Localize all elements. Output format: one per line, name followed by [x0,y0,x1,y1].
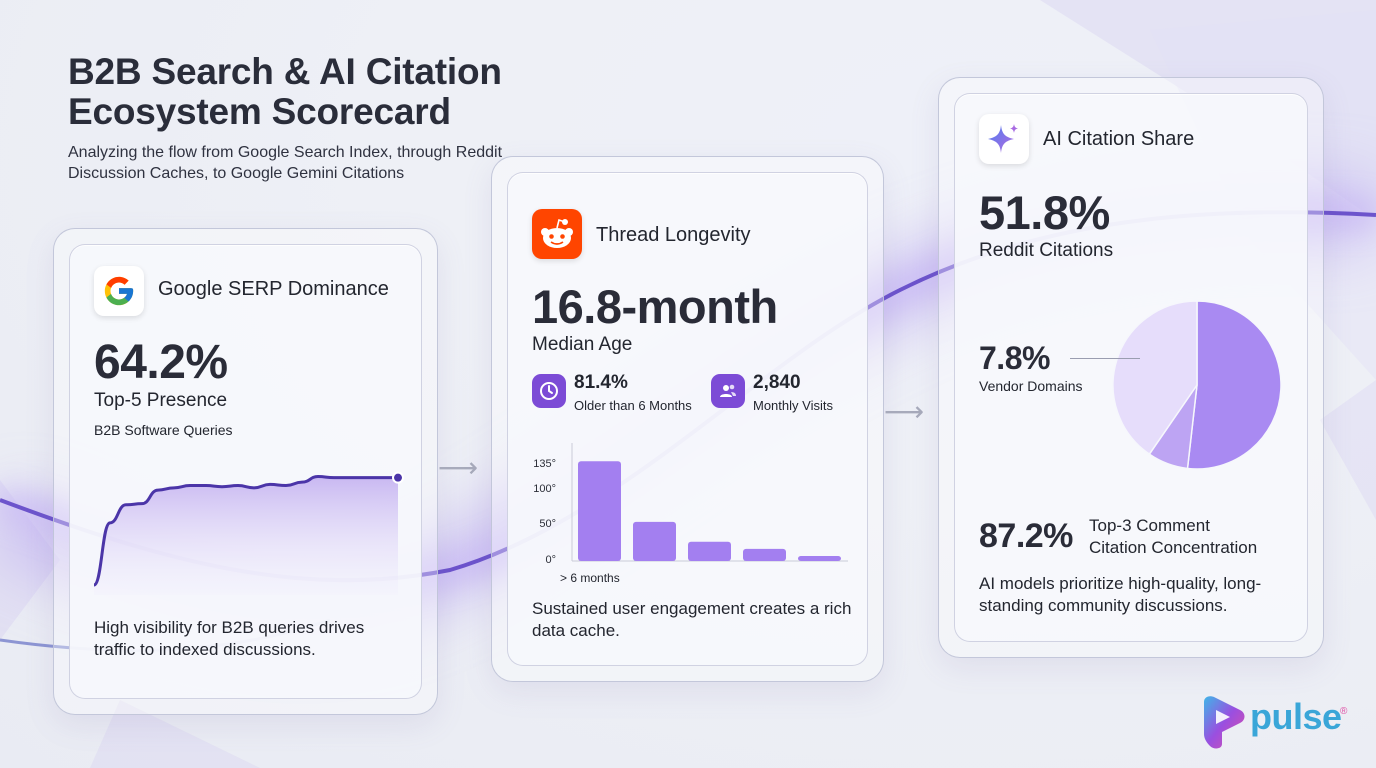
google-logo-icon [94,266,144,316]
bar [798,556,841,561]
area-line [92,475,398,587]
vendor-domains-leader-line [1070,358,1140,359]
ai-citation-description: AI models prioritize high-quality, long-… [979,574,1262,615]
clock-icon [532,374,566,408]
google-serp-value: 64.2% [94,336,228,389]
ai-citation-card-inner: AI Citation Share 51.8% Reddit Citations… [954,93,1308,642]
area-end-point [392,471,404,484]
concentration-label-line1: Top-3 Comment [1089,516,1210,535]
reddit-citations-label: Reddit Citations [979,240,1114,261]
pie-slice-other [1112,300,1198,456]
ai-citation-card: AI Citation Share 51.8% Reddit Citations… [938,77,1324,658]
bar [578,461,621,561]
google-serp-title: Google SERP Dominance [158,278,389,300]
concentration-value: 87.2% [979,517,1073,555]
thread-longevity-description: Sustained user engagement creates a rich… [532,599,852,640]
google-serp-description: High visibility for B2B queries drives t… [94,618,365,659]
thread-longevity-card-inner: Thread Longevity 16.8-month Median Age 8… [507,172,868,666]
page-subtitle: Analyzing the flow from Google Search In… [68,144,503,182]
google-serp-card: Google SERP Dominance 64.2% Top-5 Presen… [53,228,438,715]
bar [743,548,786,561]
pulse-logo-wordmark: pulse [1250,696,1342,737]
google-serp-card-inner: Google SERP Dominance 64.2% Top-5 Presen… [69,244,422,699]
thread-longevity-value: 16.8-month [532,280,778,333]
page-title: B2B Search & AI Citation Ecosystem Score… [68,51,502,132]
area-fill [94,476,398,595]
flow-arrow-right-icon: ⟶ [884,396,925,427]
bar [688,541,731,561]
pulse-logo-mark-icon [1204,696,1245,749]
older-than-6-months-label: Older than 6 Months [574,398,692,413]
gemini-sparkle-icon [979,114,1029,164]
presence-area-chart [92,471,404,595]
thread-longevity-label: Median Age [532,334,633,355]
bar-y-tick-label: 135° [533,457,556,470]
older-than-6-months-value: 81.4% [574,372,628,393]
thread-longevity-title: Thread Longevity [596,224,751,246]
bar-chart-x-label: > 6 months [560,571,620,585]
citation-share-pie-chart [1112,300,1282,470]
thread-longevity-card: Thread Longevity 16.8-month Median Age 8… [491,156,884,682]
reddit-citations-value: 51.8% [979,186,1110,239]
thread-age-bar-chart [571,443,848,562]
monthly-visits-value: 2,840 [753,372,801,393]
bar-y-tick-label: 0° [545,554,556,566]
users-icon [711,374,745,408]
google-serp-label: Top-5 Presence [94,390,228,411]
pie-slice-reddit [1186,300,1282,470]
bar [633,521,676,561]
flow-arrow-right-icon: ⟶ [438,452,479,483]
ai-citation-title: AI Citation Share [1043,128,1195,150]
bar-y-tick-label: 50° [539,518,556,531]
google-serp-sublabel: B2B Software Queries [94,422,233,438]
vendor-domains-label: Vendor Domains [979,378,1083,394]
concentration-label-line2: Citation Concentration [1089,538,1258,557]
pulse-logo: pulse ® [1200,694,1360,750]
bar-y-tick-label: 100° [533,482,556,495]
reddit-logo-icon [532,209,582,259]
monthly-visits-label: Monthly Visits [753,398,833,413]
pulse-logo-trademark: ® [1340,706,1348,717]
vendor-domains-value: 7.8% [979,340,1050,376]
